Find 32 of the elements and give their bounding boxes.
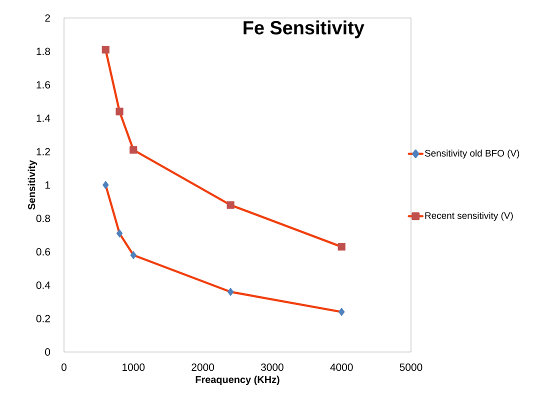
point [130,250,137,260]
point [338,243,346,251]
x-tick-label: 0 [61,364,66,371]
y-tick-label: 2 [45,14,50,22]
y-tick-label: 0.2 [36,314,50,322]
y-tick-label: 1.2 [36,148,50,156]
chart-title: Fe Sensitivity [244,20,364,38]
y-tick-label: 1 [45,181,50,189]
x-tick-label: 2000 [192,364,214,371]
legend-label: Sensitivity old BFO (V) [424,150,520,158]
legend-label: Recent sensitivity (V) [425,212,513,221]
x-tick-label: 1000 [122,364,145,371]
point [116,229,123,238]
y-axis-title: Sensitivity [28,160,38,210]
point [102,46,110,54]
y-tick-label: 0.6 [36,248,50,256]
y-tick-label: 0.4 [36,282,50,289]
point [130,146,138,154]
y-tick-label: 0 [45,348,50,356]
x-tick-label: 5000 [400,364,422,371]
point [116,108,124,116]
point [102,180,109,190]
point [226,201,234,209]
y-tick-label: 0.8 [36,214,50,222]
y-tick-label: 1.6 [36,81,50,89]
x-tick-label: 3000 [260,364,284,371]
y-tick-label: 1.8 [36,48,50,56]
point [338,308,345,316]
point [227,288,234,296]
x-axis-title: Freaquency (KHz) [196,376,280,386]
y-tick-label: 1.4 [36,114,50,122]
x-tick-label: 4000 [330,364,353,371]
